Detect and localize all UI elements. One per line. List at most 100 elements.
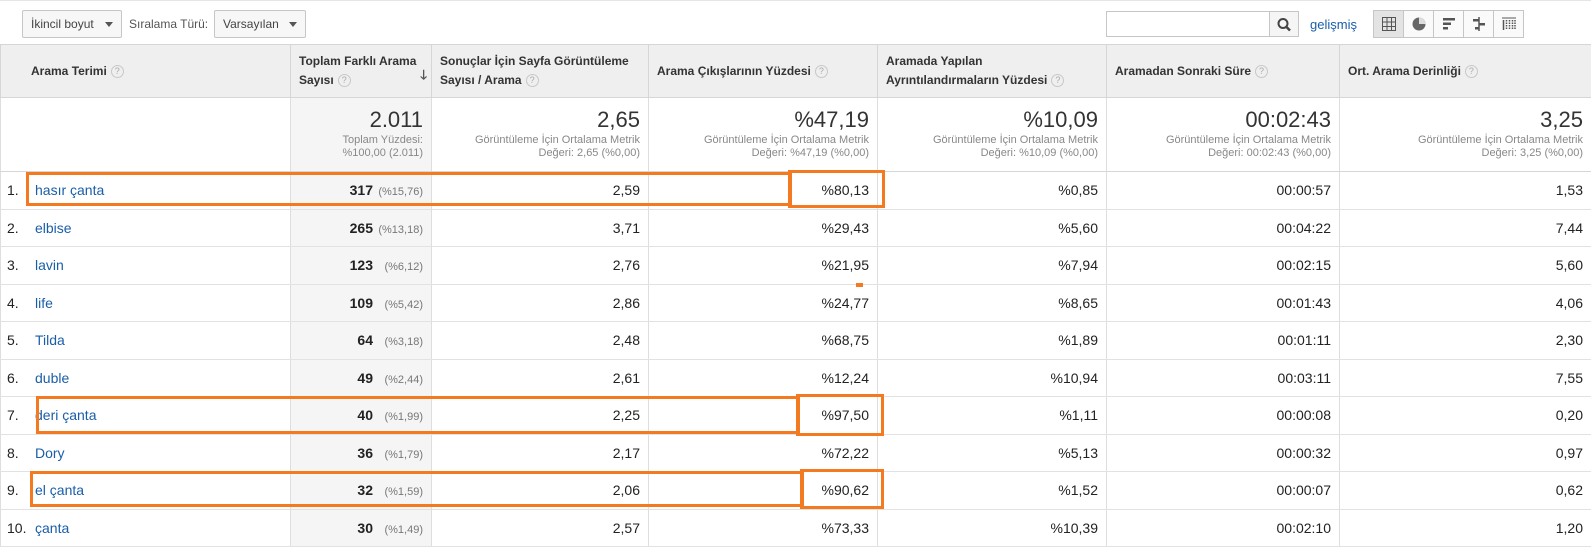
report-toolbar: İkincil boyut Sıralama Türü: Varsayılan … bbox=[0, 0, 1591, 44]
search-exits-cell: %90,62 bbox=[648, 471, 878, 510]
performance-view-button[interactable] bbox=[1433, 10, 1464, 38]
unique-searches-percent: (%13,18) bbox=[378, 223, 423, 236]
chevron-down-icon bbox=[105, 22, 113, 27]
unique-searches-value: 40 bbox=[357, 407, 373, 424]
search-depth-cell: 7,55 bbox=[1339, 359, 1591, 397]
time-after-search-cell: 00:03:11 bbox=[1106, 359, 1340, 397]
search-term-link[interactable]: Tilda bbox=[35, 332, 65, 349]
advanced-filter-link[interactable]: gelişmiş bbox=[1310, 17, 1357, 32]
search-depth-cell: 0,20 bbox=[1339, 396, 1591, 435]
table-row: 8. Dory 36 (%1,79) 2,17 %72,22 %5,13 00:00:32 0,… bbox=[0, 434, 1591, 472]
pivot-view-icon bbox=[1502, 17, 1516, 30]
table-row: 5. Tilda 64 (%3,18) 2,48 %68,75 %1,89 00:01:11 2… bbox=[0, 321, 1591, 360]
sort-type-label: Sıralama Türü: bbox=[129, 17, 209, 31]
search-exits-cell: %29,43 bbox=[648, 209, 878, 247]
highlight-mark bbox=[856, 283, 863, 287]
search-term-link[interactable]: deri çanta bbox=[35, 407, 97, 424]
search-refinements-cell: %5,13 bbox=[877, 434, 1107, 472]
unique-searches-value: 123 bbox=[349, 257, 373, 274]
table-row: 2. elbise 265 (%13,18) 3,71 %29,43 %5,60 00:04:… bbox=[0, 209, 1591, 247]
column-header-search-exits[interactable]: Arama Çıkışlarının Yüzdesi? bbox=[648, 44, 878, 98]
unique-searches-percent: (%5,42) bbox=[384, 298, 423, 311]
help-icon[interactable]: ? bbox=[1255, 64, 1269, 78]
search-icon bbox=[1277, 18, 1291, 32]
search-term-link[interactable]: elbise bbox=[35, 219, 72, 236]
unique-searches-percent: (%1,49) bbox=[384, 523, 423, 536]
unique-searches-percent: (%1,59) bbox=[384, 486, 423, 499]
column-header-time-after-search[interactable]: Aramadan Sonraki Süre? bbox=[1106, 44, 1340, 98]
search-refinements-cell: %1,11 bbox=[877, 396, 1107, 435]
sort-type-value: Varsayılan bbox=[223, 17, 279, 31]
summary-depth-cell: 3,25 Görüntüleme İçin Ortalama Metrik De… bbox=[1339, 97, 1591, 172]
row-index: 9. bbox=[7, 482, 19, 499]
time-after-search-cell: 00:00:32 bbox=[1106, 434, 1340, 472]
unique-searches-cell: 40 (%1,99) bbox=[290, 396, 432, 435]
search-refinements-cell: %7,94 bbox=[877, 246, 1107, 285]
search-term-link[interactable]: çanta bbox=[35, 519, 70, 536]
row-index: 7. bbox=[7, 407, 19, 424]
table-row: 7. deri çanta 40 (%1,99) 2,25 %97,50 %1,11 00:0… bbox=[0, 396, 1591, 435]
comparison-view-icon bbox=[1473, 17, 1485, 31]
search-term-link[interactable]: life bbox=[35, 294, 53, 311]
sort-type-dropdown[interactable]: Varsayılan bbox=[214, 10, 306, 38]
column-header-search-refinements[interactable]: Aramada Yapılan Ayrıntılandırmaların Yüz… bbox=[877, 44, 1107, 98]
search-term-link[interactable]: Dory bbox=[35, 444, 65, 461]
unique-searches-cell: 109 (%5,42) bbox=[290, 284, 432, 322]
help-icon[interactable]: ? bbox=[525, 74, 539, 88]
results-pageviews-cell: 2,57 bbox=[431, 509, 649, 547]
summary-unique-cell: 2.011 Toplam Yüzdesi: %100,00 (2.011) bbox=[290, 97, 432, 172]
unique-searches-percent: (%3,18) bbox=[384, 336, 423, 349]
search-exits-cell: %80,13 bbox=[648, 171, 878, 210]
table-search-input[interactable] bbox=[1106, 11, 1270, 37]
search-term-link[interactable]: duble bbox=[35, 369, 70, 386]
unique-searches-cell: 265 (%13,18) bbox=[290, 209, 432, 247]
column-header-results-pageviews[interactable]: Sonuçlar İçin Sayfa Görüntüleme Sayısı /… bbox=[431, 44, 649, 98]
unique-searches-value: 109 bbox=[349, 294, 373, 311]
term-cell: 9. el çanta bbox=[0, 471, 291, 510]
comparison-view-button[interactable] bbox=[1463, 10, 1494, 38]
secondary-dimension-dropdown[interactable]: İkincil boyut bbox=[22, 10, 122, 38]
column-header-search-depth[interactable]: Ort. Arama Derinliği? bbox=[1339, 44, 1591, 98]
column-header-unique-searches[interactable]: Toplam Farklı Arama Sayısı? 🡓 bbox=[290, 44, 432, 98]
search-term-link[interactable]: el çanta bbox=[35, 482, 85, 499]
search-exits-cell: %12,24 bbox=[648, 359, 878, 397]
time-after-search-cell: 00:04:22 bbox=[1106, 209, 1340, 247]
summary-views-cell: 2,65 Görüntüleme İçin Ortalama Metrik De… bbox=[431, 97, 649, 172]
time-after-search-cell: 00:01:43 bbox=[1106, 284, 1340, 322]
pivot-view-button[interactable] bbox=[1493, 10, 1524, 38]
row-index: 4. bbox=[7, 294, 19, 311]
help-icon[interactable]: ? bbox=[1051, 74, 1065, 88]
column-header-term[interactable]: Arama Terimi? bbox=[0, 44, 291, 98]
search-exits-cell: %21,95 bbox=[648, 246, 878, 285]
unique-searches-percent: (%6,12) bbox=[384, 261, 423, 274]
summary-refinements-cell: %10,09 Görüntüleme İçin Ortalama Metrik … bbox=[877, 97, 1107, 172]
view-switcher bbox=[1373, 10, 1524, 38]
help-icon[interactable]: ? bbox=[337, 74, 351, 88]
table-view-button[interactable] bbox=[1373, 10, 1404, 38]
unique-searches-percent: (%15,76) bbox=[378, 186, 423, 199]
help-icon[interactable]: ? bbox=[1464, 64, 1478, 78]
term-cell: 6. duble bbox=[0, 359, 291, 397]
unique-searches-cell: 64 (%3,18) bbox=[290, 321, 432, 360]
search-button[interactable] bbox=[1269, 11, 1299, 37]
search-term-link[interactable]: lavin bbox=[35, 257, 64, 274]
term-cell: 7. deri çanta bbox=[0, 396, 291, 435]
pie-view-icon bbox=[1412, 17, 1426, 31]
term-cell: 10. çanta bbox=[0, 509, 291, 547]
site-search-table: Arama Terimi? Toplam Farklı Arama Sayısı… bbox=[0, 44, 1591, 547]
unique-searches-value: 49 bbox=[357, 369, 373, 386]
help-icon[interactable]: ? bbox=[814, 64, 828, 78]
time-after-search-cell: 00:02:15 bbox=[1106, 246, 1340, 285]
help-icon[interactable]: ? bbox=[110, 64, 124, 78]
search-depth-cell: 1,20 bbox=[1339, 509, 1591, 547]
pie-view-button[interactable] bbox=[1403, 10, 1434, 38]
search-exits-cell: %72,22 bbox=[648, 434, 878, 472]
row-index: 1. bbox=[7, 182, 19, 199]
term-cell: 5. Tilda bbox=[0, 321, 291, 360]
results-pageviews-cell: 2,61 bbox=[431, 359, 649, 397]
table-row: 6. duble 49 (%2,44) 2,61 %12,24 %10,94 00:03:11… bbox=[0, 359, 1591, 397]
row-index: 6. bbox=[7, 369, 19, 386]
search-term-link[interactable]: hasır çanta bbox=[35, 182, 105, 199]
unique-searches-cell: 30 (%1,49) bbox=[290, 509, 432, 547]
search-exits-cell: %24,77 bbox=[648, 284, 878, 322]
